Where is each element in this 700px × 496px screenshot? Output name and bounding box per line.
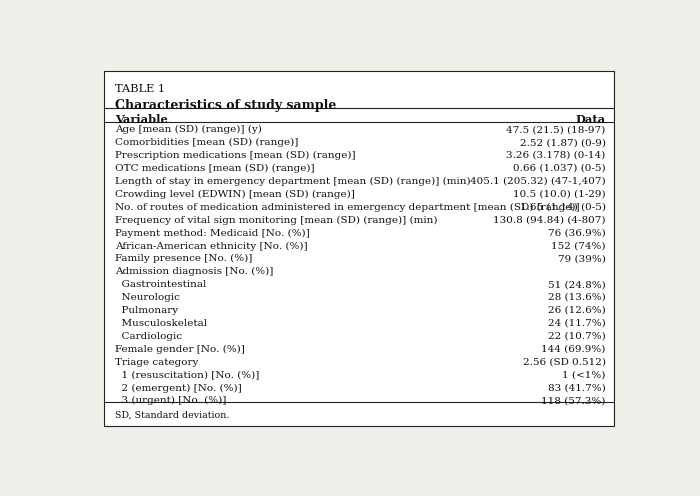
- Text: 24 (11.7%): 24 (11.7%): [548, 319, 606, 328]
- Text: 3 (urgent) [No. (%)]: 3 (urgent) [No. (%)]: [115, 396, 226, 405]
- Text: 22 (10.7%): 22 (10.7%): [548, 332, 606, 341]
- Text: OTC medications [mean (SD) (range)]: OTC medications [mean (SD) (range)]: [115, 164, 314, 173]
- Text: 83 (41.7%): 83 (41.7%): [548, 383, 606, 392]
- Text: 152 (74%): 152 (74%): [551, 242, 606, 250]
- Text: 144 (69.9%): 144 (69.9%): [541, 345, 606, 354]
- Text: 118 (57.3%): 118 (57.3%): [541, 396, 606, 405]
- Text: TABLE 1: TABLE 1: [115, 84, 164, 94]
- Text: Crowding level (EDWIN) [mean (SD) (range)]: Crowding level (EDWIN) [mean (SD) (range…: [115, 190, 354, 199]
- Text: Length of stay in emergency department [mean (SD) (range)] (min): Length of stay in emergency department […: [115, 177, 470, 186]
- Text: Female gender [No. (%)]: Female gender [No. (%)]: [115, 345, 244, 354]
- Text: 26 (12.6%): 26 (12.6%): [548, 306, 606, 315]
- Text: 76 (36.9%): 76 (36.9%): [548, 229, 606, 238]
- FancyBboxPatch shape: [104, 71, 614, 426]
- Text: 2.52 (1.87) (0-9): 2.52 (1.87) (0-9): [519, 138, 606, 147]
- Text: Prescription medications [mean (SD) (range)]: Prescription medications [mean (SD) (ran…: [115, 151, 355, 160]
- Text: Triage category: Triage category: [115, 358, 198, 367]
- Text: 2 (emergent) [No. (%)]: 2 (emergent) [No. (%)]: [115, 383, 242, 392]
- Text: Pulmonary: Pulmonary: [115, 306, 178, 315]
- Text: Comorbidities [mean (SD) (range)]: Comorbidities [mean (SD) (range)]: [115, 138, 298, 147]
- Text: 10.5 (10.0) (1-29): 10.5 (10.0) (1-29): [513, 190, 606, 199]
- Text: Musculoskeletal: Musculoskeletal: [115, 319, 206, 328]
- Text: 130.8 (94.84) (4-807): 130.8 (94.84) (4-807): [493, 216, 606, 225]
- Text: Cardiologic: Cardiologic: [115, 332, 181, 341]
- Text: Gastrointestinal: Gastrointestinal: [115, 280, 206, 289]
- Text: Frequency of vital sign monitoring [mean (SD) (range)] (min): Frequency of vital sign monitoring [mean…: [115, 216, 437, 225]
- Text: Family presence [No. (%)]: Family presence [No. (%)]: [115, 254, 252, 263]
- Text: SD, Standard deviation.: SD, Standard deviation.: [115, 411, 229, 420]
- Text: 1 (<1%): 1 (<1%): [562, 371, 606, 379]
- Text: Characteristics of study sample: Characteristics of study sample: [115, 99, 336, 112]
- Text: Neurologic: Neurologic: [115, 293, 179, 302]
- Text: 3.26 (3.178) (0-14): 3.26 (3.178) (0-14): [506, 151, 606, 160]
- Text: 1 (resuscitation) [No. (%)]: 1 (resuscitation) [No. (%)]: [115, 371, 259, 379]
- Text: Variable: Variable: [115, 114, 167, 125]
- Text: 51 (24.8%): 51 (24.8%): [548, 280, 606, 289]
- Text: 405.1 (205.32) (47-1,407): 405.1 (205.32) (47-1,407): [470, 177, 606, 186]
- Text: 47.5 (21.5) (18-97): 47.5 (21.5) (18-97): [506, 125, 606, 134]
- Text: Admission diagnosis [No. (%)]: Admission diagnosis [No. (%)]: [115, 267, 273, 276]
- Text: African-American ethnicity [No. (%)]: African-American ethnicity [No. (%)]: [115, 242, 307, 250]
- Text: 28 (13.6%): 28 (13.6%): [548, 293, 606, 302]
- Text: No. of routes of medication administered in emergency department [mean (SD) (ran: No. of routes of medication administered…: [115, 203, 580, 212]
- Text: 2.56 (SD 0.512): 2.56 (SD 0.512): [523, 358, 606, 367]
- Text: Payment method: Medicaid [No. (%)]: Payment method: Medicaid [No. (%)]: [115, 229, 309, 238]
- Text: 79 (39%): 79 (39%): [558, 254, 606, 263]
- Text: Age [mean (SD) (range)] (y): Age [mean (SD) (range)] (y): [115, 125, 262, 134]
- Text: Data: Data: [575, 114, 606, 125]
- Text: 0.66 (1.037) (0-5): 0.66 (1.037) (0-5): [513, 164, 606, 173]
- Text: 1.65 (1.14) (0-5): 1.65 (1.14) (0-5): [519, 203, 606, 212]
